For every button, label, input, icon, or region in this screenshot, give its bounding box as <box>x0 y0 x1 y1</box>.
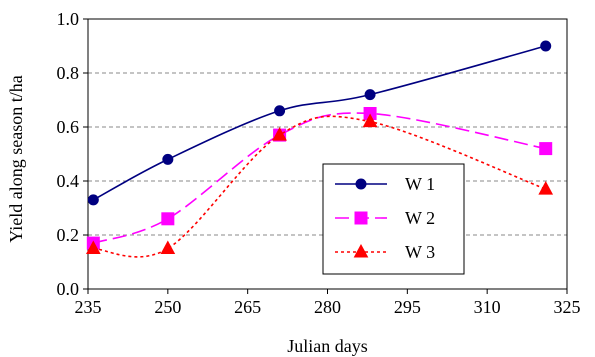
x-tick-label: 295 <box>394 297 421 317</box>
x-tick-label: 250 <box>154 297 181 317</box>
y-tick-label: 1.0 <box>57 9 80 29</box>
series-2 <box>86 107 553 250</box>
data-point <box>274 105 286 117</box>
x-tick-label: 265 <box>234 297 261 317</box>
y-tick-label: 0.8 <box>57 63 80 83</box>
legend-entry: W 1 <box>335 174 435 194</box>
data-point <box>362 113 378 128</box>
series-3 <box>85 113 554 258</box>
legend-entry: W 3 <box>335 242 435 262</box>
data-point <box>540 40 552 52</box>
data-point <box>162 153 174 165</box>
series-1 <box>87 40 552 206</box>
legend-label: W 1 <box>405 174 435 194</box>
data-point <box>87 194 99 206</box>
legend: W 1 W 2 W 3 <box>322 163 465 275</box>
x-tick-label: 310 <box>474 297 501 317</box>
axes: 0.0 0.2 0.4 0.6 0.8 1.0 235 250 265 280 295 310 325 <box>57 9 581 317</box>
legend-marker <box>353 243 369 258</box>
series-line <box>92 45 546 201</box>
legend-marker <box>354 211 368 225</box>
y-tick-label: 0.2 <box>57 225 80 245</box>
legend-entry: W 2 <box>335 208 435 228</box>
legend-label: W 3 <box>405 242 435 262</box>
y-axis-title: Yield along season t/ha <box>6 75 26 242</box>
series <box>85 40 554 258</box>
legend-label: W 2 <box>405 208 435 228</box>
series-line <box>93 115 546 258</box>
data-point <box>85 240 101 254</box>
y-tick-label: 0.4 <box>57 171 80 191</box>
data-point <box>364 89 376 101</box>
legend-marker <box>355 178 367 190</box>
data-point <box>272 127 287 141</box>
y-tick-label: 0.6 <box>57 117 80 137</box>
data-point <box>161 212 175 226</box>
x-tick-label: 235 <box>75 297 102 317</box>
x-axis-title: Julian days <box>287 336 368 356</box>
legend-box <box>322 163 465 275</box>
x-tick-label: 280 <box>314 297 341 317</box>
x-tick-label: 325 <box>554 297 581 317</box>
series-line <box>93 112 546 244</box>
data-point <box>538 181 554 195</box>
data-point <box>160 240 176 254</box>
y-tick-label: 0.0 <box>57 279 80 299</box>
data-point <box>539 142 553 156</box>
